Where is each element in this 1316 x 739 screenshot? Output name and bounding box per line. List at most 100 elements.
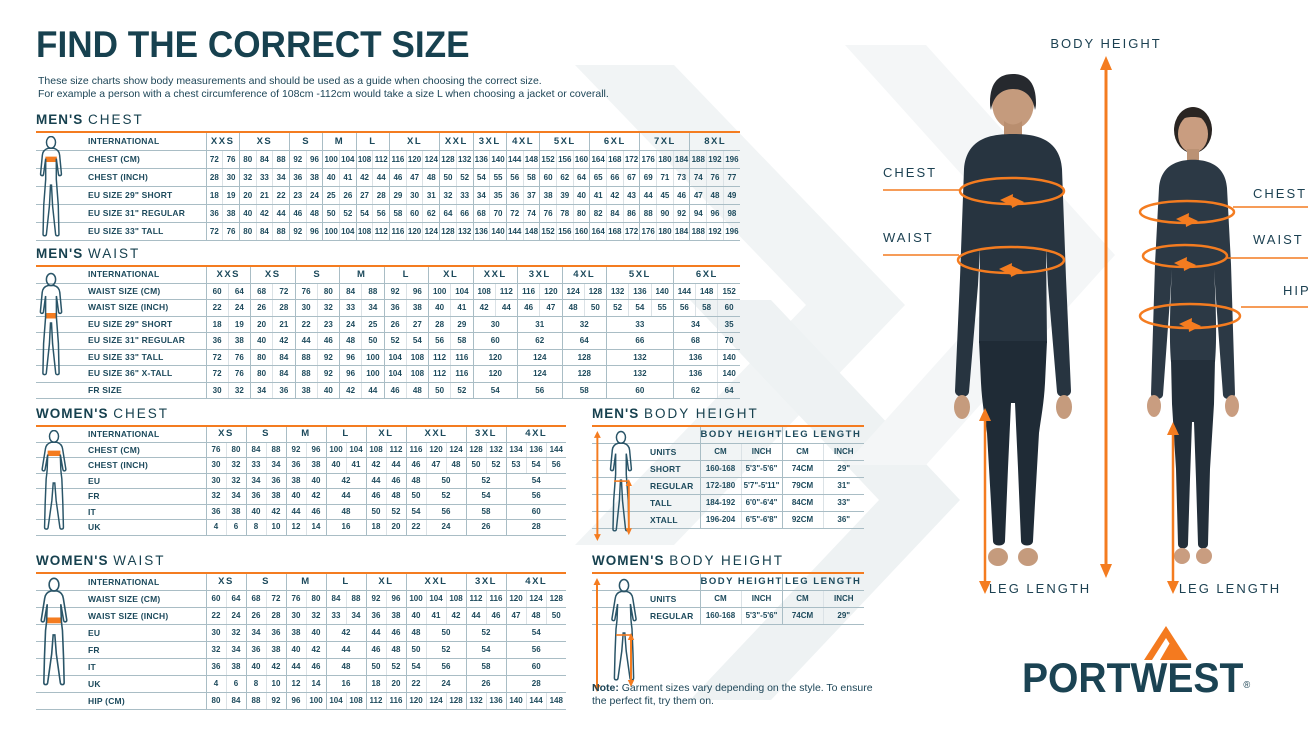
table-cell: 4 [205, 519, 226, 536]
table-cell: 50 [425, 624, 466, 642]
table-cell: 46 [316, 332, 340, 350]
size-group-header: 3XL [517, 267, 562, 284]
table-cell: 62 [422, 204, 440, 223]
section-title-bold: MEN'S [36, 112, 84, 127]
table-cell: 100 [322, 222, 340, 241]
table-cell: 196 [722, 222, 740, 241]
table-cell: 42 [265, 658, 286, 676]
size-table: INTERNATIONAL XS S M L XL XXL 3XL 4XL CHEST (CM) 7… [36, 427, 566, 536]
page-title: FIND THE CORRECT SIZE [36, 24, 470, 65]
table-cell: 44 [365, 624, 386, 642]
unit-header-cell: CM [699, 443, 741, 461]
womens-waist-table-host: INTERNATIONAL XS S M L XL XXL 3XL 4XL WAIST SIZE … [36, 574, 566, 710]
table-cell: 44 [385, 457, 406, 474]
table-cell: 41 [345, 457, 366, 474]
table-cell: 80 [249, 365, 273, 383]
table-cell: 88 [345, 590, 366, 608]
table-cell: 152 [717, 283, 740, 300]
table-cell: 24 [225, 607, 246, 625]
table-cell: 35 [717, 316, 740, 333]
table-cell: 18 [365, 675, 386, 693]
measure-group-header: LEG LENGTH [781, 427, 864, 444]
measure-group-header: BODY HEIGHT [699, 574, 782, 591]
table-cell: 35 [489, 186, 507, 205]
table-cell: 40 [305, 473, 326, 489]
row-label: IT [36, 504, 207, 520]
mens-body-height-table-host: BODY HEIGHT LEG LENGTH UNITS CM INCH CM INCH SH… [592, 427, 864, 529]
size-group-header: 3XL [465, 574, 506, 591]
table-cell: 47 [505, 607, 526, 625]
table-row: FR 32 34 36 38 40 42 44 46 48 50 52 54 56 [36, 488, 566, 505]
table-cell: 44 [285, 658, 306, 676]
table-cell: 26 [245, 607, 266, 625]
table-cell: 42 [325, 473, 366, 489]
chest-label-man: CHEST [883, 165, 938, 180]
table-cell: 24 [338, 316, 362, 333]
table-cell: 66 [606, 168, 624, 187]
table-cell: 46 [305, 658, 326, 676]
table-cell: 52 [339, 204, 357, 223]
section-womens-waist: WOMEN'S WAIST INTERNATIONAL XS S M L XL XXL 3XL… [36, 553, 566, 710]
table-cell: 48 [706, 186, 724, 205]
table-cell: 120 [425, 442, 446, 458]
table-cell: 32 [561, 316, 607, 333]
table-cell: 46 [389, 168, 407, 187]
table-cell: 80 [238, 150, 257, 169]
table-cell: 108 [355, 150, 373, 169]
table-cell: 60 [717, 299, 740, 317]
section-mens-body-height: MEN'S BODY HEIGHT BOD [592, 406, 864, 542]
table-cell: 92 [365, 590, 386, 608]
size-group-header: 4XL [505, 574, 566, 591]
table-cell: 72 [505, 204, 524, 223]
table-cell: 36 [505, 186, 524, 205]
table-cell: 29" [822, 607, 864, 625]
size-group-header: M [339, 267, 384, 284]
table-cell: 28 [272, 299, 295, 317]
table-cell: 80 [205, 692, 226, 710]
table-cell: 108 [355, 222, 373, 241]
size-group-header: XL [428, 267, 473, 284]
table-cell: 84 [255, 150, 273, 169]
table-cell: 108 [472, 283, 496, 300]
table-cell: 40 [285, 641, 306, 659]
table-cell: 44 [365, 473, 386, 489]
table-cell: 52 [385, 658, 406, 676]
table-cell: 29 [450, 316, 473, 333]
table-cell: 68 [472, 204, 490, 223]
table-cell: 50 [322, 204, 340, 223]
man-photo-silhouette [954, 74, 1072, 566]
table-cell: 28 [372, 186, 390, 205]
table-cell: 184 [672, 150, 690, 169]
table-cell: 20 [238, 186, 257, 205]
table-cell: 50 [365, 504, 386, 520]
table-row: CHEST (INCH) 28 30 32 33 34 36 38 40 41 42 44 46 47 48… [36, 168, 740, 187]
size-group-header: 5XL [606, 267, 674, 284]
table-cell: 108 [405, 365, 429, 383]
table-cell: 98 [722, 204, 740, 223]
unit-header-cell: CM [699, 590, 741, 608]
table-cell: 23 [316, 316, 340, 333]
size-group-header: M [285, 574, 326, 591]
table-cell: 90 [656, 204, 674, 223]
table-cell: 40 [316, 382, 340, 399]
table-cell: 128 [545, 590, 566, 608]
table-cell: 84 [272, 349, 295, 366]
table-cell: 160-168 [699, 607, 741, 625]
table-cell: 156 [555, 150, 574, 169]
section-title: MEN'S CHEST [36, 112, 740, 127]
table-cell: 52 [425, 641, 466, 659]
table-cell: 37 [522, 186, 540, 205]
table-cell: 32 [305, 607, 326, 625]
table-cell: 16 [325, 675, 366, 693]
table-cell: 32 [227, 382, 251, 399]
mens-waist-table-host: INTERNATIONAL XXS XS S M L XL XXL 3XL 4XL 5XL 6XL WA… [36, 267, 740, 399]
table-cell: 76 [706, 168, 724, 187]
table-cell: 6'0"-6'4" [740, 494, 782, 512]
section-title-rest: WAIST [113, 553, 166, 568]
table-cell: 104 [325, 692, 346, 710]
table-cell: 104 [450, 283, 473, 300]
table-cell: 132 [455, 222, 473, 241]
table-cell: 44 [372, 168, 390, 187]
table-cell: 60 [205, 590, 226, 608]
table-cell: 112 [465, 590, 486, 608]
